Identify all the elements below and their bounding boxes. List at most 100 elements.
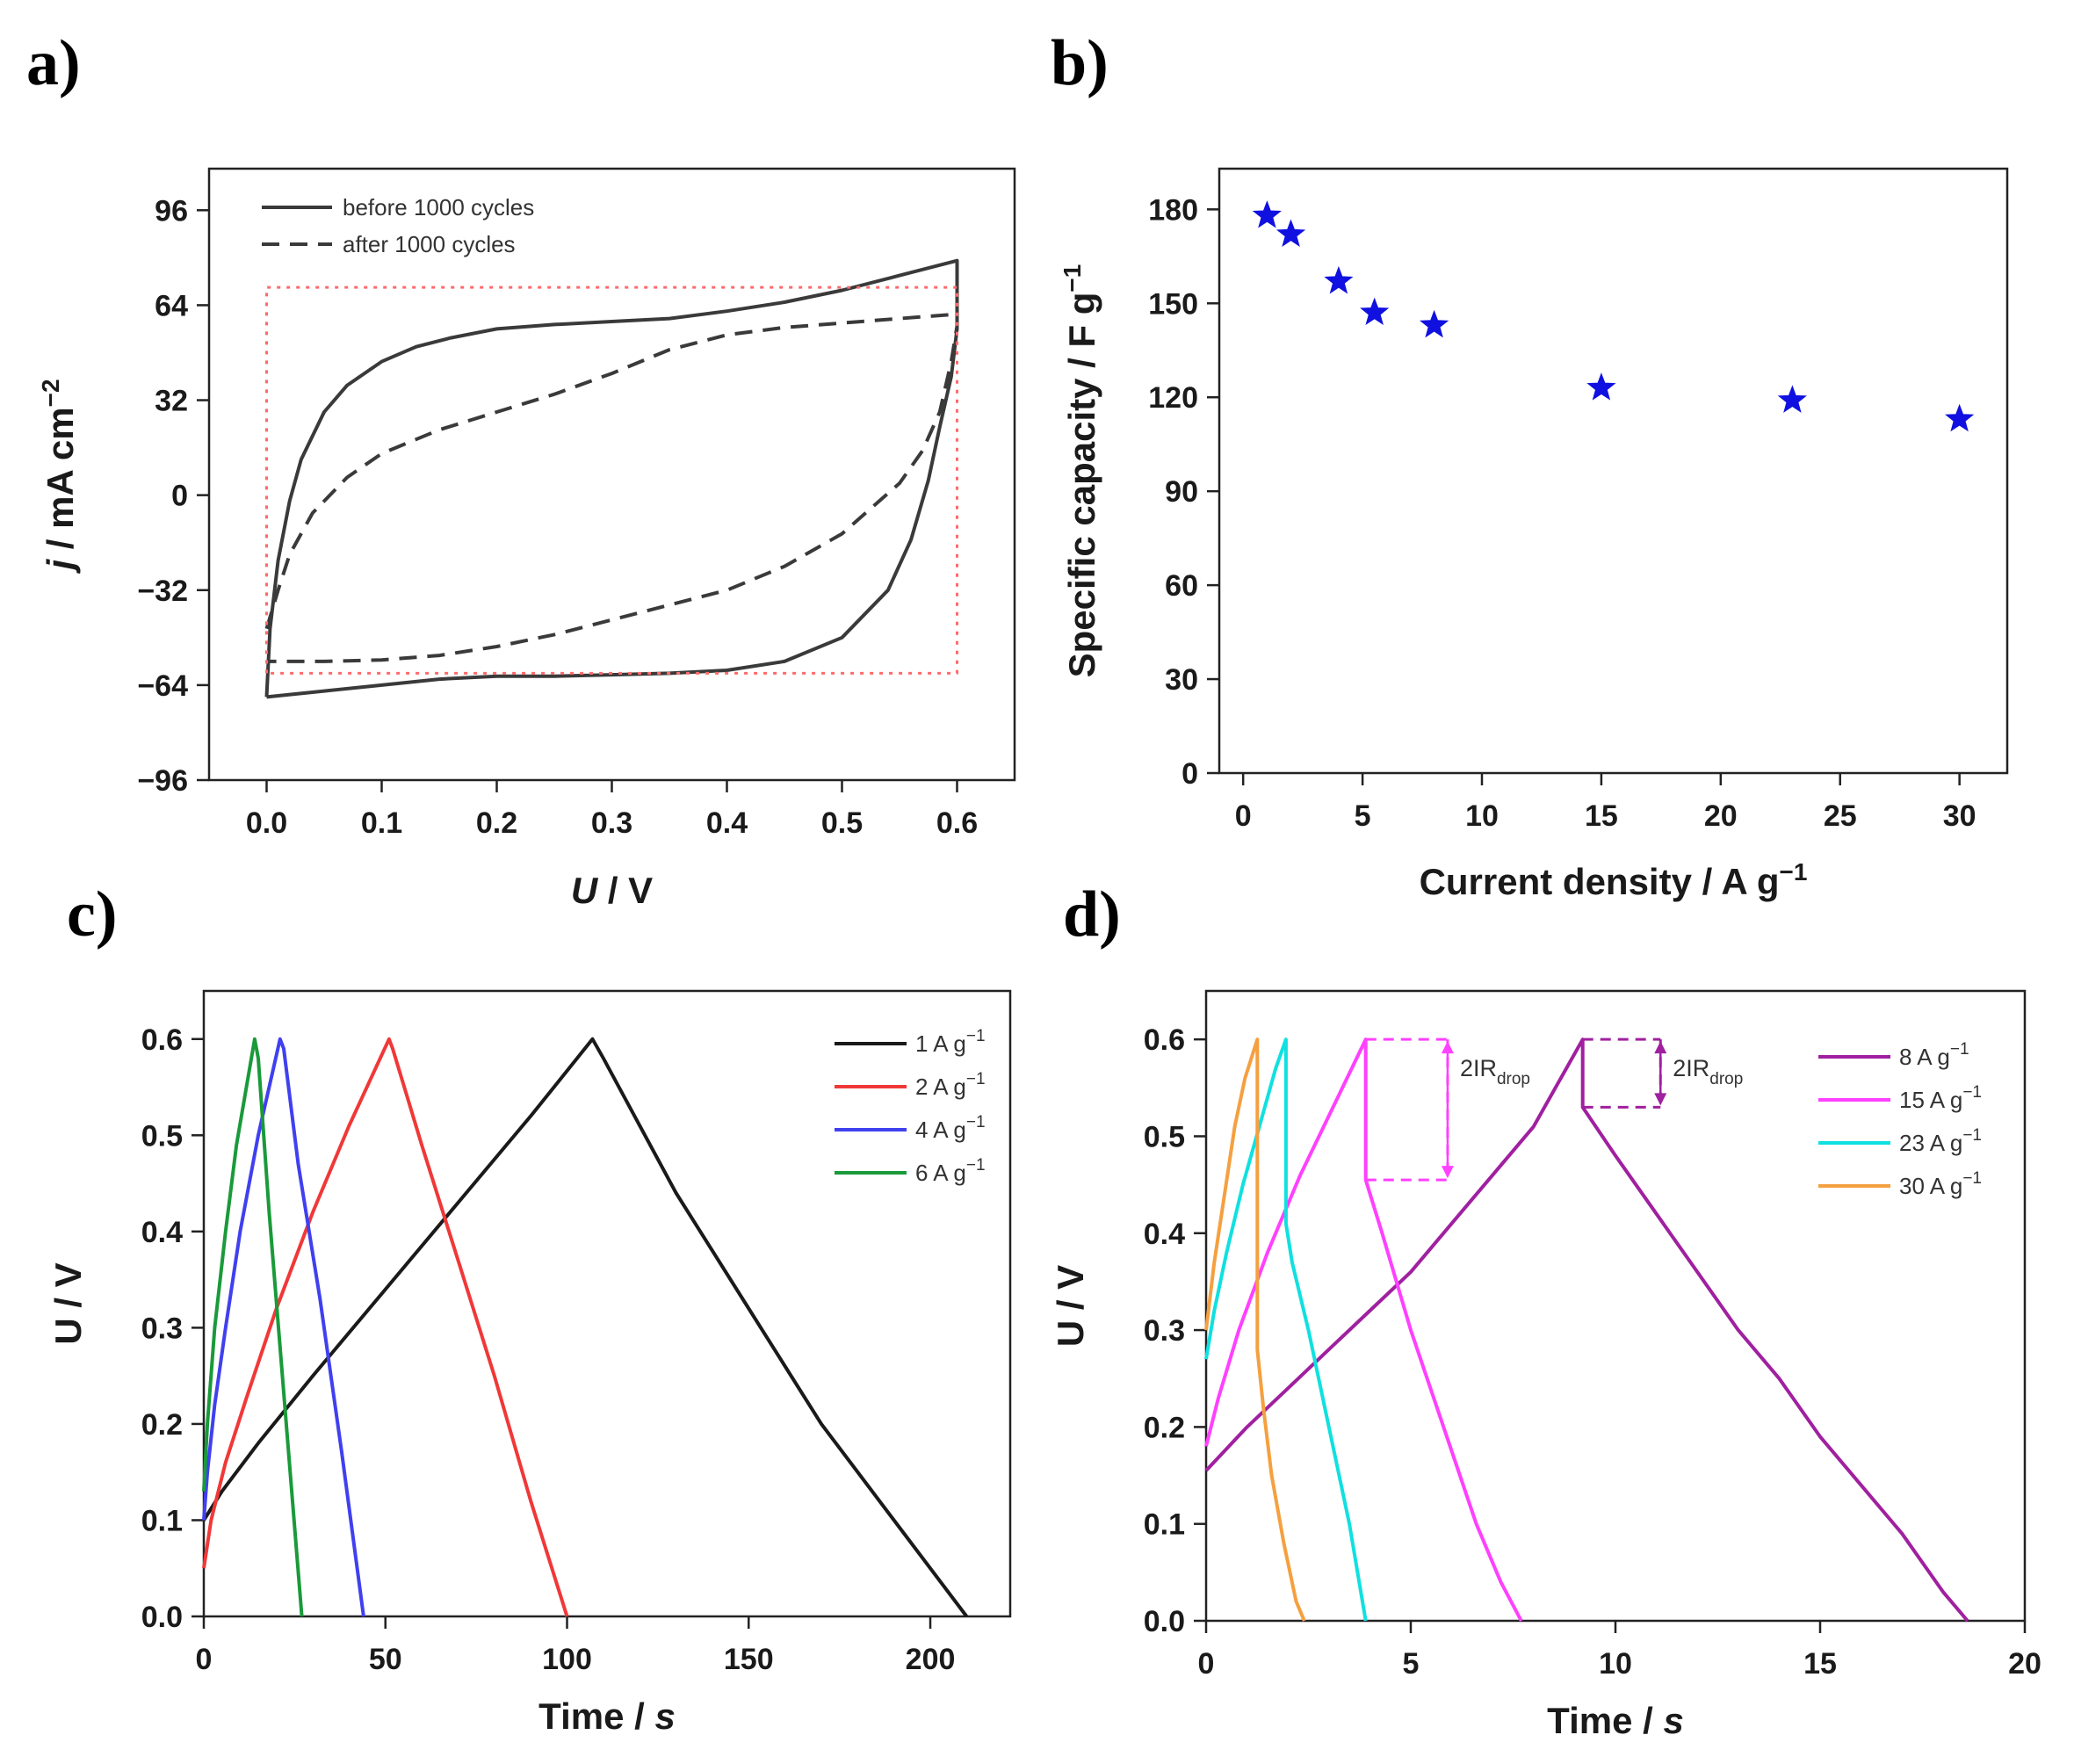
y-tick-label-b: 30 xyxy=(1165,663,1198,697)
panel-label-b: b) xyxy=(1051,27,1109,99)
y-tick-label-d: 0.1 xyxy=(1144,1508,1185,1542)
data-point-b-5 xyxy=(1586,372,1616,401)
x-tick-label-a: 0.1 xyxy=(361,806,402,840)
legend-label-a-1: after 1000 cycles xyxy=(343,231,516,257)
plot-frame-b xyxy=(1218,167,2009,775)
series-line-a-2 xyxy=(265,286,958,675)
y-tick-label-c: 0.1 xyxy=(141,1504,183,1537)
y-axis-title-b: Specific capacity / F g−1 xyxy=(1059,264,1102,678)
panel-label-d: d) xyxy=(1063,878,1121,951)
y-tick-label-d: 0.2 xyxy=(1144,1411,1185,1444)
x-tick-label-d: 10 xyxy=(1599,1647,1632,1681)
x-tick-label-b: 25 xyxy=(1824,799,1857,833)
x-tick-label-a: 0.2 xyxy=(476,806,517,840)
y-tick-label-b: 90 xyxy=(1165,475,1198,509)
x-tick-label-d: 0 xyxy=(1198,1647,1215,1681)
x-tick-label-b: 20 xyxy=(1704,799,1738,833)
x-tick-label-c: 0 xyxy=(196,1643,213,1676)
legend-label-d-0: 8 A g−1 xyxy=(1899,1040,1969,1070)
panel-label-c: c) xyxy=(67,878,118,951)
y-tick-label-a: −32 xyxy=(137,575,188,608)
y-tick-label-b: 150 xyxy=(1148,287,1198,321)
data-point-b-7 xyxy=(1945,403,1975,432)
y-tick-label-b: 180 xyxy=(1148,193,1198,227)
x-tick-label-d: 20 xyxy=(2008,1647,2041,1681)
x-tick-label-c: 50 xyxy=(369,1643,402,1676)
x-tick-label-b: 30 xyxy=(1943,799,1976,833)
series-line-a-0 xyxy=(264,258,959,699)
legend-label-c-0: 1 A g−1 xyxy=(915,1027,986,1057)
y-tick-label-a: −96 xyxy=(137,764,188,798)
x-tick-label-b: 10 xyxy=(1465,799,1499,833)
y-tick-label-c: 0.3 xyxy=(141,1312,183,1345)
panel-c: 0 50 100 150 200 0.0 0.1 0.2 0.3 0.4 0.5 0.6 1 A g−1… xyxy=(47,989,1012,1737)
y-tick-label-d: 0.4 xyxy=(1144,1218,1185,1251)
x-tick-label-c: 100 xyxy=(542,1643,592,1676)
series-line-c-0 xyxy=(202,1037,968,1618)
series-line-d-0 xyxy=(1204,1037,1969,1623)
x-tick-label-d: 15 xyxy=(1803,1647,1837,1681)
plot-frame-d xyxy=(1204,989,2027,1623)
panel-b: 0 5 10 15 20 25 30 0 30 60 90 120 150 180 Current dens… xyxy=(1059,167,2009,902)
data-point-b-4 xyxy=(1420,309,1449,338)
ir-drop-arrowhead-up-d-1 xyxy=(1654,1041,1667,1054)
series-line-d-1 xyxy=(1204,1037,1523,1622)
y-tick-label-a: 96 xyxy=(155,194,188,228)
y-tick-label-c: 0.2 xyxy=(141,1408,183,1442)
y-tick-label-a: 32 xyxy=(155,385,188,418)
y-tick-label-c: 0.6 xyxy=(141,1023,183,1057)
x-tick-label-a: 0.4 xyxy=(706,806,748,840)
panel-d: 0 5 10 15 20 0.0 0.1 0.2 0.3 0.4 0.5 0.6 2IRdrop 2IRd… xyxy=(1050,989,2041,1741)
data-point-b-2 xyxy=(1324,265,1354,294)
ir-drop-arrowhead-down-d-1 xyxy=(1654,1093,1667,1106)
y-axis-title-c: U / V xyxy=(47,1262,89,1344)
series-line-d-2 xyxy=(1204,1037,1368,1622)
x-axis-title-b: Current density / A g−1 xyxy=(1420,858,1808,902)
y-tick-label-d: 0.5 xyxy=(1144,1120,1185,1153)
legend-label-d-3: 30 A g−1 xyxy=(1899,1169,1982,1199)
y-tick-label-d: 0.3 xyxy=(1144,1314,1185,1348)
ir-drop-arrowhead-down-d-0 xyxy=(1441,1166,1454,1179)
y-tick-label-a: 0 xyxy=(171,480,188,513)
x-tick-label-a: 0.6 xyxy=(936,806,978,840)
y-tick-label-b: 60 xyxy=(1165,569,1198,603)
x-tick-label-c: 200 xyxy=(906,1643,956,1676)
x-axis-title-d: Time / s xyxy=(1547,1700,1684,1741)
x-tick-label-a: 0.0 xyxy=(246,806,287,840)
legend-label-c-3: 6 A g−1 xyxy=(915,1156,986,1186)
x-axis-title-a: U / V xyxy=(571,870,653,911)
panel-label-a: a) xyxy=(26,27,81,99)
y-tick-label-d: 0.0 xyxy=(1144,1605,1185,1638)
y-tick-label-a: 64 xyxy=(155,289,188,322)
series-line-c-1 xyxy=(202,1037,569,1617)
series-line-a-1 xyxy=(264,312,959,663)
panel-a: 0.0 0.1 0.2 0.3 0.4 0.5 0.6 −96 −64 −32 0 32 64 96 bef… xyxy=(37,167,1016,911)
legend-label-d-1: 15 A g−1 xyxy=(1899,1083,1982,1113)
series-line-c-3 xyxy=(202,1037,304,1617)
data-point-b-6 xyxy=(1777,385,1807,413)
data-point-b-0 xyxy=(1252,200,1282,228)
legend-label-c-1: 2 A g−1 xyxy=(915,1070,986,1100)
data-point-b-3 xyxy=(1360,297,1390,326)
series-line-d-3 xyxy=(1204,1037,1306,1622)
legend-label-a-0: before 1000 cycles xyxy=(343,194,534,220)
y-tick-label-a: −64 xyxy=(137,669,188,703)
y-tick-label-c: 0.5 xyxy=(141,1119,183,1153)
x-tick-label-b: 0 xyxy=(1235,799,1252,833)
y-tick-label-b: 0 xyxy=(1182,757,1198,791)
series-line-c-2 xyxy=(202,1037,365,1617)
y-tick-label-c: 0.0 xyxy=(141,1601,183,1634)
legend-label-d-2: 23 A g−1 xyxy=(1899,1126,1982,1156)
y-tick-label-c: 0.4 xyxy=(141,1216,183,1249)
plot-frame-a xyxy=(207,167,1016,782)
y-tick-label-b: 120 xyxy=(1148,381,1198,415)
ir-drop-label-d-1: 2IRdrop xyxy=(1673,1055,1743,1088)
x-tick-label-a: 0.3 xyxy=(591,806,632,840)
y-axis-title-a: j / mA cm−2 xyxy=(37,379,81,574)
y-tick-label-d: 0.6 xyxy=(1144,1023,1185,1057)
data-point-b-1 xyxy=(1275,219,1306,247)
x-tick-label-b: 5 xyxy=(1355,799,1371,833)
legend-label-c-2: 4 A g−1 xyxy=(915,1113,986,1143)
y-axis-title-d: U / V xyxy=(1050,1265,1091,1347)
